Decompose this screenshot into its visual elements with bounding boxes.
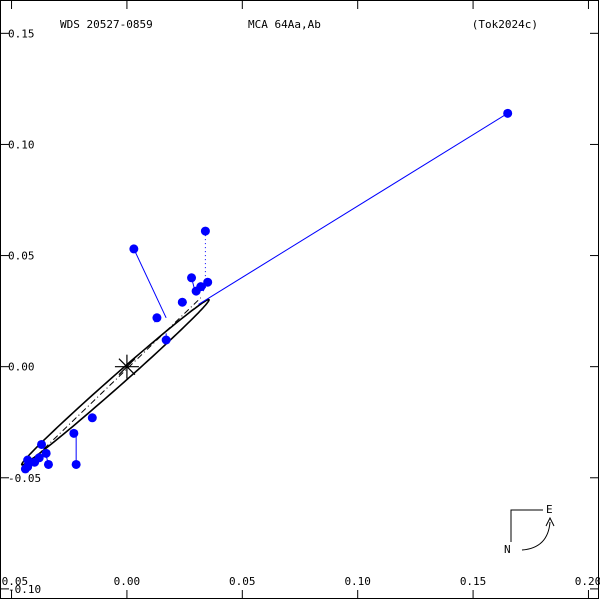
observation-point: [87, 413, 97, 423]
x-tick-label: -0.05: [0, 575, 28, 588]
observation-point: [20, 464, 30, 474]
compass-axes: [510, 509, 543, 542]
observation-point: [30, 457, 40, 467]
observation-point: [203, 277, 213, 287]
residual-line: [133, 248, 167, 318]
observation-point: [177, 297, 187, 307]
y-tick-label: 0.05: [8, 250, 35, 263]
y-axis: -0.10-0.050.000.050.100.15: [1, 27, 598, 596]
y-tick-label: 0.15: [8, 27, 35, 40]
observation-points: [20, 108, 513, 474]
observation-point: [69, 428, 79, 438]
observation-point: [187, 273, 197, 283]
observation-point: [37, 439, 47, 449]
orbit-ellipse: [20, 298, 210, 466]
observation-point: [161, 335, 171, 345]
observation-point: [200, 226, 210, 236]
compass-arrow-icon: [521, 521, 551, 551]
y-tick-label: 0.00: [8, 361, 35, 374]
compass-north-label: N: [504, 543, 511, 556]
x-tick-label: 0.15: [460, 575, 487, 588]
observation-point: [43, 459, 53, 469]
residual-line: [198, 112, 508, 305]
x-tick-label: 0.10: [344, 575, 371, 588]
y-tick-label: -0.10: [8, 583, 41, 596]
compass-arrowhead-icon: [545, 516, 555, 527]
observation-point: [503, 108, 513, 118]
observation-point: [71, 459, 81, 469]
observation-point: [191, 286, 201, 296]
y-tick-label: 0.10: [8, 138, 35, 151]
x-tick-label: 0.20: [575, 575, 600, 588]
header-left: WDS 20527-0859: [60, 18, 153, 31]
y-tick-label: -0.05: [8, 472, 41, 485]
observation-point: [23, 455, 33, 465]
observation-point: [129, 244, 139, 254]
x-tick-label: 0.00: [114, 575, 141, 588]
observation-point: [41, 448, 51, 458]
header-right: (Tok2024c): [472, 18, 538, 31]
x-tick-label: 0.05: [229, 575, 256, 588]
header-center: MCA 64Aa,Ab: [248, 18, 321, 31]
compass: N E: [504, 503, 555, 556]
orbit-group: [20, 297, 210, 466]
compass-east-label: E: [546, 503, 553, 516]
observation-point: [152, 313, 162, 323]
